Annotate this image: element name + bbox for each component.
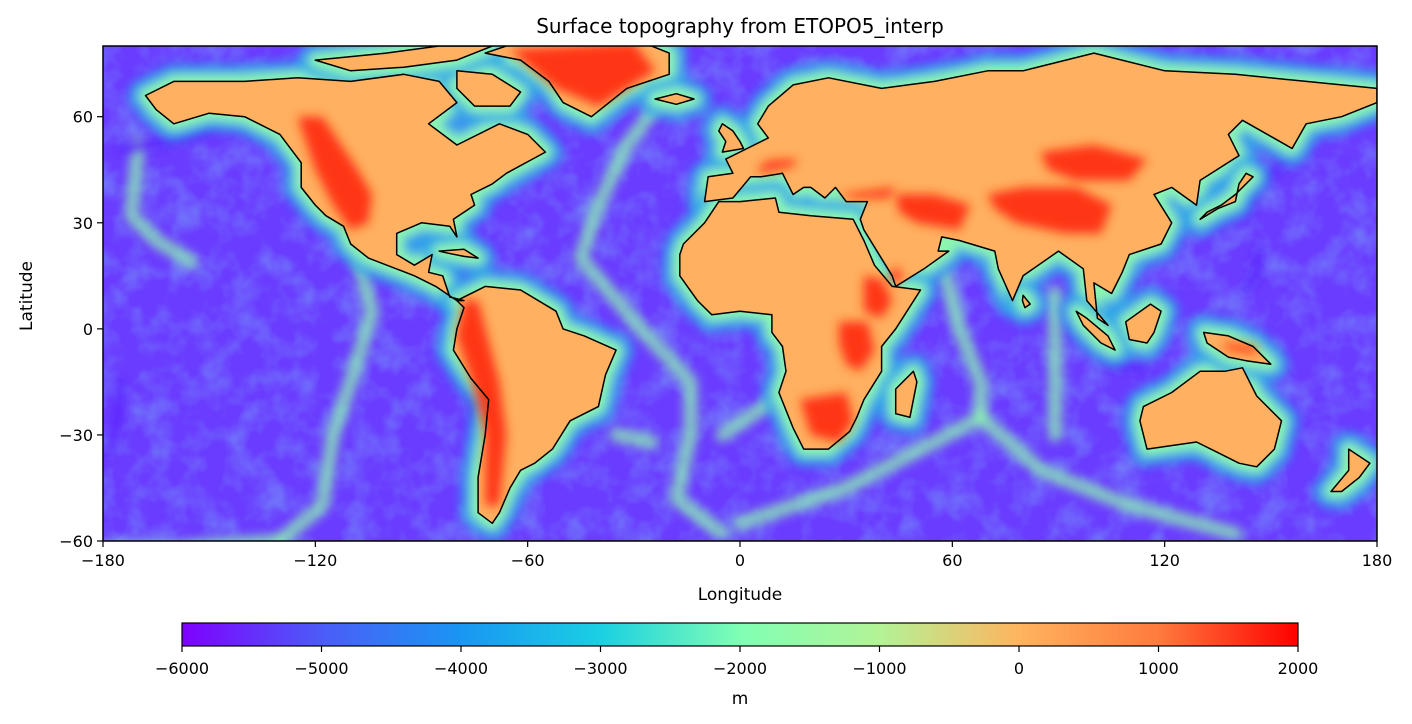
coastline-borneo (1124, 303, 1162, 344)
colorbar-tick-label: 1000 (1138, 659, 1179, 678)
y-tick-label: 30 (73, 214, 93, 233)
ridge-mid-atlantic-ridge (573, 46, 730, 541)
y-tick-label: 0 (83, 320, 93, 339)
ridge-emperor-hawaiian-ridge (124, 138, 199, 269)
land-cuba (439, 249, 479, 259)
coastline-new-guinea (1202, 331, 1272, 365)
highland-yemen-highlands (888, 268, 903, 283)
coastline-cuba (438, 248, 479, 259)
x-tick-label: 0 (735, 551, 745, 570)
y-axis: −60 −30 0 30 60 (59, 108, 103, 551)
colorbar-label: m (732, 689, 749, 709)
ridge-central-indian-ridge (938, 268, 988, 425)
colorbar-ticks: −6000 −5000 −4000 −3000 −2000 −1000 0 1000 2000 (155, 646, 1318, 678)
highland-rocky-mountains (297, 116, 372, 230)
land-arctic-archipelago (315, 46, 493, 71)
chart-title: Surface topography from ETOPO5_interp (536, 14, 944, 38)
coastline-japan (1199, 172, 1254, 221)
highland-new-guinea-highlands (1221, 343, 1257, 354)
land-australia (1139, 367, 1282, 467)
y-tick-label: −60 (59, 532, 93, 551)
coastline-south-america (452, 285, 617, 525)
colorbar-tick-label: −5000 (294, 659, 348, 678)
colorbar-tick-label: −2000 (713, 659, 767, 678)
coastline-africa (679, 197, 922, 450)
highland-greenland-ice-sheet (510, 46, 656, 107)
y-axis-label: Latitude (17, 261, 37, 331)
land-africa (679, 198, 921, 450)
coastline-layer (144, 46, 1377, 525)
x-tick-label: 60 (942, 551, 962, 570)
highland-mongolian-plateau (1040, 145, 1147, 181)
highland-tibetan-plateau (987, 187, 1112, 234)
coastline-australia (1139, 367, 1283, 468)
land-baffin-island (456, 70, 521, 107)
trench-mariana-trench (1242, 247, 1265, 294)
coastline-sri-lanka (1021, 294, 1031, 309)
highland-ethiopian-highlands (863, 275, 893, 319)
land-sumatra (1076, 311, 1116, 351)
highland-turkish-highlands (839, 187, 896, 198)
colorbar-tick-label: −4000 (434, 659, 488, 678)
coastline-eurasia (703, 52, 1377, 327)
highland-east-african-highlands (839, 321, 875, 372)
x-tick-label: −180 (81, 551, 125, 570)
x-tick-label: −60 (511, 551, 545, 570)
colorbar-tick-label: −3000 (573, 659, 627, 678)
x-tick-label: 120 (1149, 551, 1180, 570)
highland-andes (456, 300, 507, 506)
x-tick-label: 180 (1362, 551, 1393, 570)
coastline-baffin-island (456, 70, 522, 107)
colorbar-gradient (181, 622, 1299, 647)
colorbar-tick-label: 0 (1014, 659, 1024, 678)
x-axis-label: Longitude (698, 585, 783, 605)
highland-layer (297, 46, 1257, 506)
ridges-layer (124, 46, 1243, 541)
coastline-greenland (484, 46, 670, 118)
x-axis: −180 −120 −60 0 60 120 180 (81, 541, 1392, 570)
highland-southern-african-plateau (800, 392, 854, 442)
ridge-pacific-antarctic-ridge (175, 534, 287, 541)
ridge-rio-grande-rise (609, 427, 659, 449)
coastline-great-britain (718, 123, 745, 153)
colorbar-tick-label: −6000 (155, 659, 209, 678)
coastline-madagascar (894, 370, 918, 419)
ridge-east-pacific-rise (272, 251, 379, 541)
y-tick-label: −30 (59, 426, 93, 445)
coastline-arctic-archipelago (314, 46, 494, 72)
ridge-southeast-indian-ridge (973, 410, 1243, 541)
y-tick-label: 60 (73, 108, 93, 127)
highland-alps (757, 159, 797, 174)
coastline-new-zealand (1330, 448, 1371, 493)
colorbar-tick-label: −1000 (852, 659, 906, 678)
colorbar: −6000 −5000 −4000 −3000 −2000 −1000 0 1000 2000 … (155, 622, 1318, 709)
highland-iranian-plateau (895, 194, 970, 230)
ridge-southwest-indian-ridge (733, 410, 988, 531)
coastline-iceland (654, 92, 695, 106)
x-tick-label: −120 (293, 551, 337, 570)
coastline-sumatra (1075, 310, 1116, 351)
coastline-north-america (144, 73, 547, 302)
land-japan (1200, 173, 1254, 220)
land-borneo (1125, 304, 1162, 343)
topography-map (103, 46, 1377, 541)
colorbar-tick-label: 2000 (1278, 659, 1319, 678)
trench-tonga-kermadec-trench (106, 377, 125, 457)
